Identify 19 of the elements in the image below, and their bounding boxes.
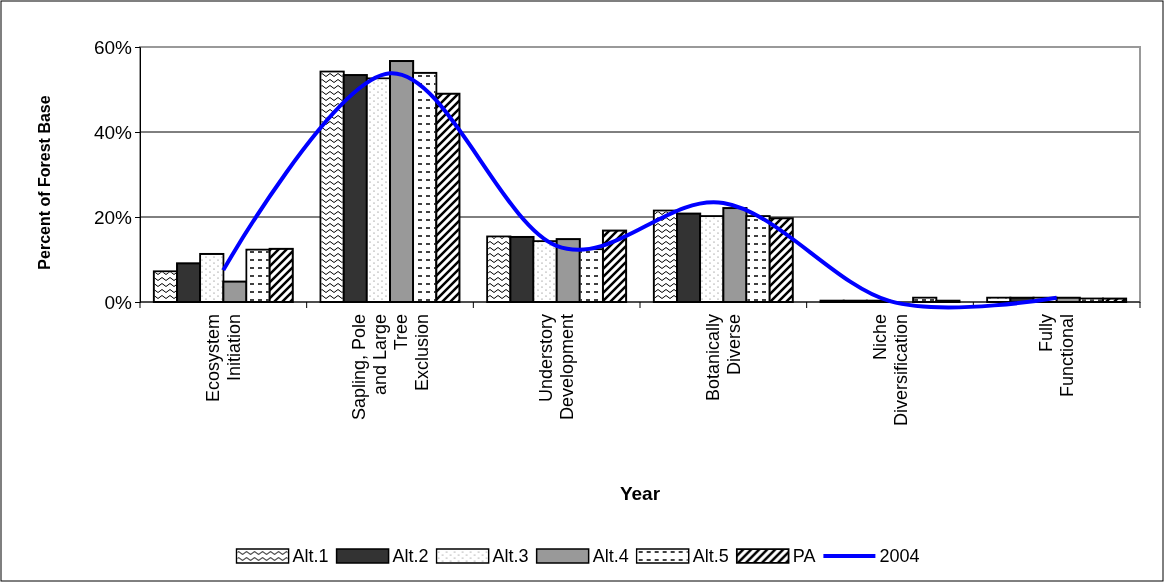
y-tick-label: 20% xyxy=(93,206,133,228)
y-tick-label: 60% xyxy=(93,36,133,58)
x-axis-title: Year xyxy=(619,483,661,504)
x-tick-label: Botanically Diverse xyxy=(702,314,744,402)
legend-label: Alt.1 xyxy=(292,546,329,566)
legend-label: Alt.3 xyxy=(492,546,529,566)
x-tick-label: Fully Functional xyxy=(1036,314,1078,398)
x-tick-label: Niche Diversification xyxy=(869,314,911,427)
legend-label: Alt.5 xyxy=(692,546,729,566)
y-tick-label: 40% xyxy=(93,121,133,143)
legend-label: 2004 xyxy=(879,546,920,566)
x-tick-label: Ecosystem Initiation xyxy=(202,314,244,403)
legend-label: Alt.2 xyxy=(392,546,429,566)
x-tick-label: Sapling, Pole and Large Tree Exclusion xyxy=(348,314,432,421)
y-tick-label: 0% xyxy=(104,291,133,313)
x-tick-label: Understory Development xyxy=(536,314,578,421)
legend-label: PA xyxy=(792,546,816,566)
legend-label: Alt.4 xyxy=(592,546,629,566)
y-axis-title: Percent of Forest Base xyxy=(36,95,53,270)
